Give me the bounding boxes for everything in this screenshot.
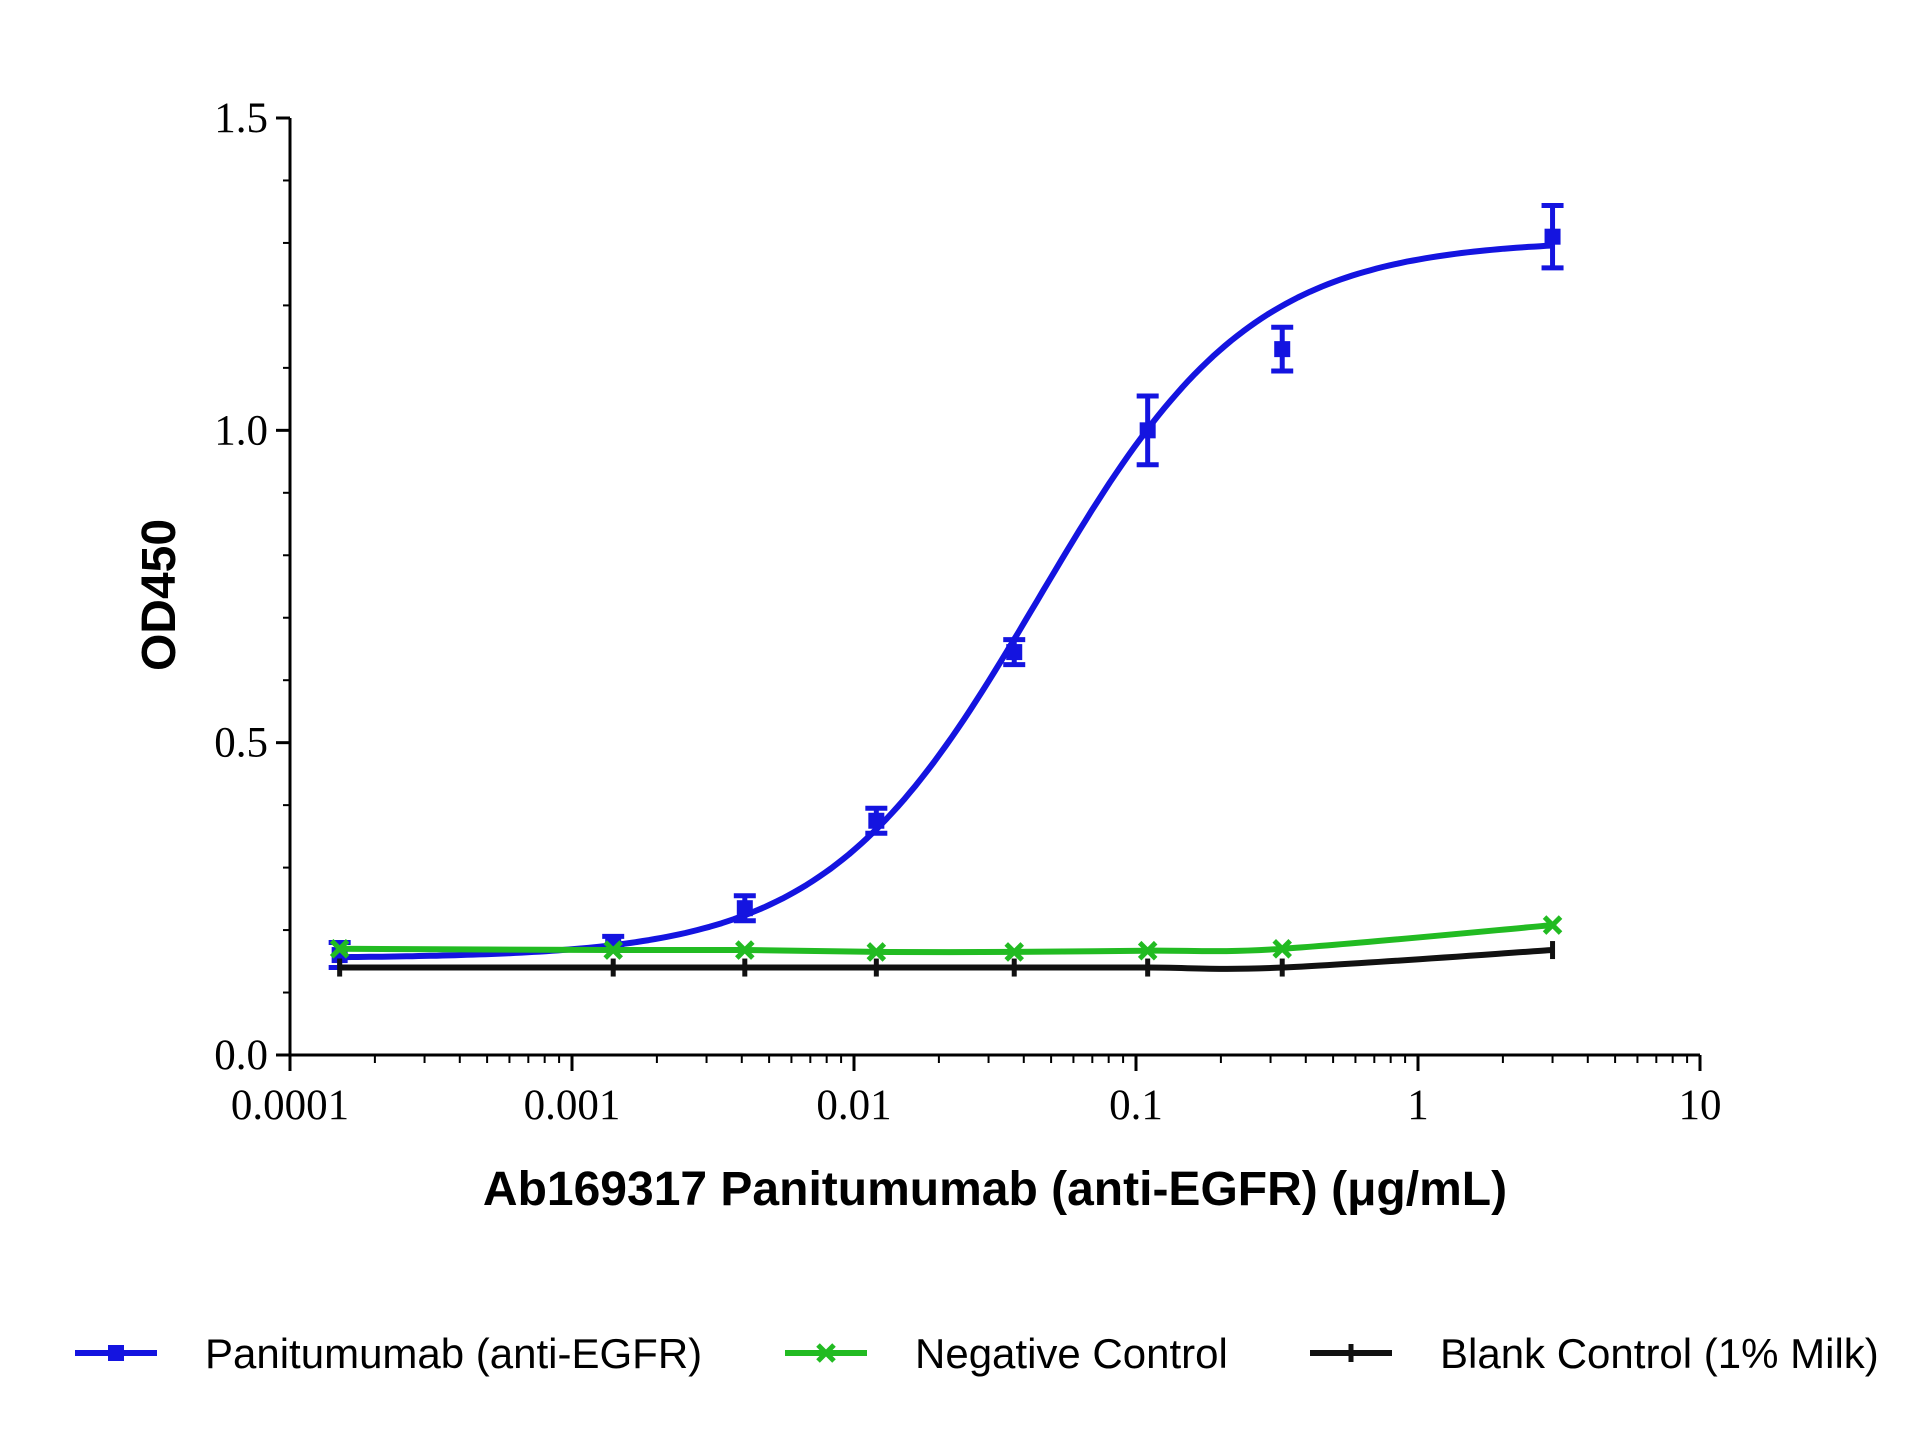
legend-label: Blank Control (1% Milk) [1440,1330,1879,1377]
data-point [868,812,885,829]
legend-marker [816,1343,836,1363]
data-point [1544,228,1561,245]
data-point [735,940,755,960]
data-point [603,940,623,960]
series-0 [328,202,1564,971]
y-axis-title: OD450 [133,519,186,671]
data-point [1006,644,1023,661]
series-line [339,242,1553,961]
x-tick-label: 0.001 [524,1082,621,1129]
data-point [1542,915,1563,935]
legend-label: Panitumumab (anti-EGFR) [205,1330,702,1377]
legend: Panitumumab (anti-EGFR) Negative Control B… [75,1330,1879,1377]
y-tick-label: 0.5 [214,720,268,767]
data-point [1272,939,1292,959]
x-tick-label: 0.1 [1109,1082,1163,1129]
series-line [339,922,1553,956]
y-tick-label: 0.0 [214,1032,268,1079]
y-tick-label: 1.0 [214,407,268,454]
x-tick-label: 1 [1407,1082,1429,1129]
x-tick-label: 0.01 [816,1082,891,1129]
legend-marker [108,1345,124,1361]
legend-label: Negative Control [915,1330,1228,1377]
data-point [1004,942,1024,962]
data-point [1139,422,1156,439]
data-point [736,900,753,917]
data-point [329,939,350,959]
x-axis-title: Ab169317 Panitumumab (anti-EGFR) (μg/mL) [483,1163,1507,1216]
legend-item: Negative Control [785,1330,1228,1377]
data-point [1274,341,1291,358]
plot-area [328,202,1564,977]
data-point [1137,940,1158,961]
data-point [866,942,887,962]
y-tick-label: 1.5 [214,95,268,142]
legend-item: Panitumumab (anti-EGFR) [75,1330,702,1377]
series-2 [337,941,1556,977]
x-tick-label: 0.0001 [231,1082,349,1129]
series-1 [329,915,1563,962]
x-tick-label: 10 [1679,1082,1722,1129]
legend-item: Blank Control (1% Milk) [1310,1330,1879,1377]
axes: 0.0 0.5 1.0 1.5 0.0001 0.001 0.01 0.1 1 10 [214,95,1721,1129]
